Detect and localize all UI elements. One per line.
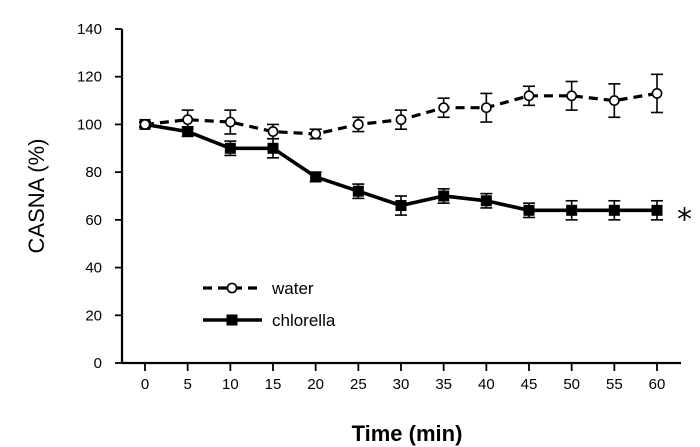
water-point	[438, 102, 450, 114]
x-tick-label: 20	[307, 376, 324, 393]
y-axis: 0 20 40 60 80 100 120 140	[77, 21, 124, 372]
x-tick-label: 45	[521, 376, 538, 393]
chlorella-point	[566, 204, 578, 216]
x-tick-label: 55	[606, 376, 623, 393]
x-axis-title: Time (min)	[352, 421, 463, 446]
legend-label-water: water	[271, 279, 314, 298]
x-tick-label: 5	[183, 376, 191, 393]
legend-marker-water	[226, 282, 238, 294]
chlorella-point	[310, 171, 322, 183]
water-point	[139, 119, 151, 130]
x-tick-label: 15	[265, 376, 282, 393]
water-point	[182, 114, 194, 126]
legend: water chlorella	[203, 279, 336, 330]
annotations: *	[677, 202, 692, 237]
y-tick-label: 80	[85, 164, 102, 181]
y-tick-label: 20	[85, 307, 102, 324]
chlorella-point	[523, 204, 535, 216]
legend-item-water: water	[203, 279, 314, 298]
water-point	[395, 114, 407, 126]
significance-asterisk: *	[677, 202, 692, 237]
water-point	[480, 102, 492, 114]
series-chlorella	[139, 118, 663, 221]
legend-label-chlorella: chlorella	[272, 311, 336, 330]
x-axis: 0 5 10 15 20 25 30 35 40 45 50 55 60	[122, 361, 681, 393]
chlorella-point	[651, 204, 663, 216]
water-point	[224, 116, 236, 128]
y-tick-label: 140	[77, 21, 102, 38]
y-tick-label: 60	[85, 212, 102, 229]
y-ticks: 0 20 40 60 80 100 120 140	[77, 21, 122, 372]
series-water	[139, 73, 663, 140]
x-tick-label: 30	[393, 376, 410, 393]
water-point	[566, 90, 578, 102]
chlorella-point	[395, 200, 407, 212]
y-axis-title: CASNA (%)	[24, 139, 49, 254]
x-ticks: 0 5 10 15 20 25 30 35 40 45 50 55 60	[141, 363, 666, 393]
x-tick-label: 10	[222, 376, 239, 393]
y-tick-label: 40	[85, 260, 102, 277]
x-tick-label: 50	[563, 376, 580, 393]
x-tick-label: 25	[350, 376, 367, 393]
y-tick-label: 100	[77, 116, 102, 133]
x-tick-label: 0	[141, 376, 149, 393]
water-point	[608, 95, 620, 106]
water-point	[310, 128, 322, 140]
chlorella-point	[224, 142, 236, 154]
chlorella-point	[267, 142, 279, 154]
y-tick-label: 0	[94, 355, 102, 372]
chlorella-point	[182, 126, 194, 138]
series-layer	[139, 73, 663, 221]
x-tick-label: 35	[435, 376, 452, 393]
chlorella-point	[480, 195, 492, 207]
water-point	[523, 90, 535, 102]
x-tick-label: 60	[649, 376, 666, 393]
chlorella-point	[608, 204, 620, 216]
chlorella-point	[352, 185, 364, 197]
chlorella-point	[438, 190, 450, 202]
water-point	[267, 126, 279, 137]
x-tick-label: 40	[478, 376, 495, 393]
water-point	[352, 119, 364, 130]
legend-item-chlorella: chlorella	[203, 311, 336, 330]
legend-marker-chlorella	[226, 314, 238, 326]
y-tick-label: 120	[77, 69, 102, 86]
water-point	[651, 88, 663, 99]
